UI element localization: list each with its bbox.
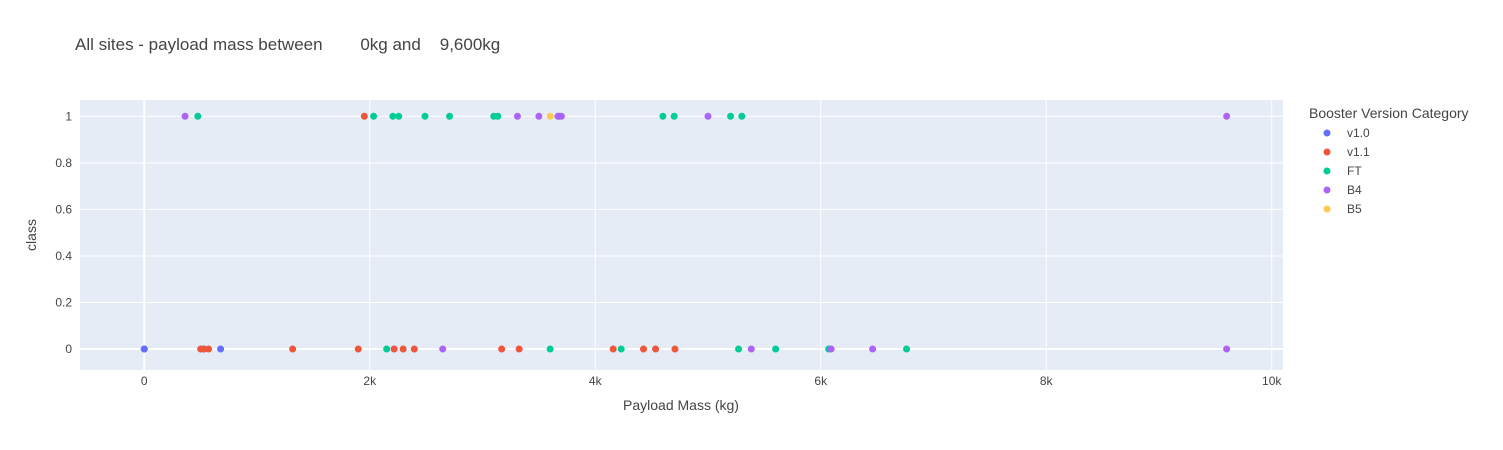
data-point[interactable] — [205, 345, 213, 353]
data-point[interactable] — [194, 112, 202, 120]
legend[interactable]: Booster Version Category v1.0 v1.1 FT B4 B5 — [1309, 105, 1469, 216]
y-tick-label: 0.8 — [55, 156, 72, 170]
data-point[interactable] — [557, 112, 565, 120]
data-point[interactable] — [546, 345, 554, 353]
legend-title: Booster Version Category — [1309, 105, 1469, 121]
data-point[interactable] — [289, 345, 297, 353]
data-point[interactable] — [704, 112, 712, 120]
grid-lines — [80, 100, 1283, 370]
legend-label[interactable]: v1.1 — [1347, 145, 1370, 159]
data-point[interactable] — [389, 112, 397, 120]
y-tick-label: 0.2 — [55, 296, 72, 310]
data-point[interactable] — [747, 345, 755, 353]
data-point[interactable] — [671, 345, 679, 353]
legend-label[interactable]: B5 — [1347, 202, 1362, 216]
data-point[interactable] — [498, 345, 506, 353]
data-point[interactable] — [652, 345, 660, 353]
plot-area — [80, 100, 1283, 370]
data-point[interactable] — [546, 112, 554, 120]
data-point[interactable] — [494, 112, 502, 120]
data-point[interactable] — [640, 345, 648, 353]
data-point[interactable] — [395, 112, 403, 120]
data-point[interactable] — [513, 112, 521, 120]
data-point[interactable] — [869, 345, 877, 353]
data-point[interactable] — [421, 112, 429, 120]
data-point[interactable] — [410, 345, 418, 353]
legend-marker[interactable] — [1323, 129, 1331, 137]
data-point[interactable] — [903, 345, 911, 353]
data-point[interactable] — [659, 112, 667, 120]
x-tick-label: 8k — [1040, 374, 1054, 388]
x-tick-label: 2k — [363, 374, 377, 388]
legend-marker[interactable] — [1323, 148, 1331, 156]
x-tick-label: 4k — [589, 374, 603, 388]
data-point[interactable] — [446, 112, 454, 120]
data-point[interactable] — [735, 345, 743, 353]
data-point[interactable] — [140, 345, 148, 353]
chart-title: All sites - payload mass between 0kg and… — [75, 35, 500, 54]
data-point[interactable] — [515, 345, 523, 353]
data-point[interactable] — [1223, 112, 1231, 120]
data-point[interactable] — [609, 345, 617, 353]
data-point[interactable] — [727, 112, 735, 120]
data-points[interactable] — [140, 112, 1231, 353]
data-point[interactable] — [827, 345, 835, 353]
data-point[interactable] — [354, 345, 362, 353]
data-point[interactable] — [390, 345, 398, 353]
y-tick-label: 0 — [65, 342, 72, 356]
y-tick-label: 0.4 — [55, 249, 72, 263]
data-point[interactable] — [383, 345, 391, 353]
legend-label[interactable]: FT — [1347, 164, 1362, 178]
legend-marker[interactable] — [1323, 186, 1331, 194]
data-point[interactable] — [360, 112, 368, 120]
y-axis-ticks: 0 0.2 0.4 0.6 0.8 1 — [55, 109, 72, 356]
x-axis-title: Payload Mass (kg) — [623, 397, 739, 413]
data-point[interactable] — [370, 112, 378, 120]
y-tick-label: 1 — [65, 109, 72, 123]
data-point[interactable] — [670, 112, 678, 120]
legend-marker[interactable] — [1323, 205, 1331, 213]
data-point[interactable] — [738, 112, 746, 120]
data-point[interactable] — [439, 345, 447, 353]
x-tick-label: 6k — [814, 374, 828, 388]
data-point[interactable] — [772, 345, 780, 353]
x-tick-label: 0 — [141, 374, 148, 388]
data-point[interactable] — [399, 345, 407, 353]
data-point[interactable] — [181, 112, 189, 120]
x-tick-label: 10k — [1262, 374, 1282, 388]
legend-label[interactable]: B4 — [1347, 183, 1362, 197]
data-point[interactable] — [535, 112, 543, 120]
data-point[interactable] — [617, 345, 625, 353]
x-axis-ticks: 0 2k 4k 6k 8k 10k — [141, 374, 1282, 388]
legend-marker[interactable] — [1323, 167, 1331, 175]
data-point[interactable] — [217, 345, 225, 353]
y-tick-label: 0.6 — [55, 202, 72, 216]
legend-label[interactable]: v1.0 — [1347, 126, 1370, 140]
y-axis-title: class — [23, 219, 39, 251]
data-point[interactable] — [1223, 345, 1231, 353]
